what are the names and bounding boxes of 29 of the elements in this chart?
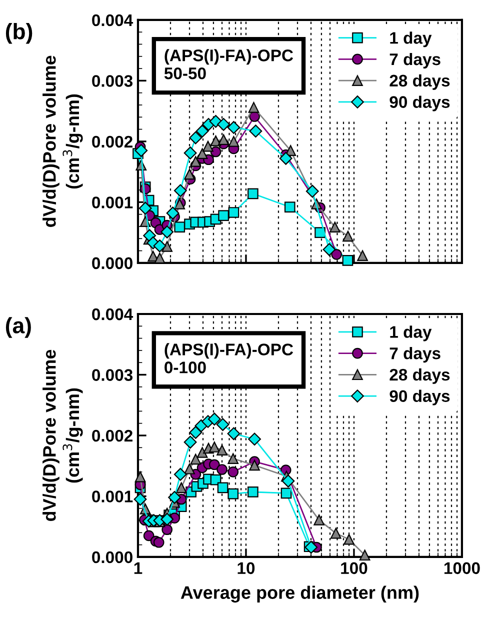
y-tick-label: 0.003 (92, 75, 133, 87)
legend-label: 1 day (390, 32, 432, 48)
chart-title: (a) (6, 317, 31, 338)
y-axis-title: dV/d(D)Pore volume (cm$^{3}$/g-nm) (42, 56, 83, 227)
legend-label: 28 days (390, 368, 450, 384)
y-tick-label: 0.004 (92, 14, 134, 26)
y-tick-label: 0.003 (92, 369, 133, 381)
y-tick-label: 0.000 (92, 257, 132, 270)
annotation: (APS(I)-FA)-OPC 50-50 (164, 49, 294, 80)
legend-label: 90 days (390, 390, 450, 406)
x-tick-label: 100 (341, 562, 368, 574)
x-axis-title: Average pore diameter (nm) (180, 586, 419, 603)
legend-label: 7 days (390, 347, 440, 363)
y-tick-label: 0.001 (92, 490, 133, 502)
y-tick-label: 0.002 (92, 430, 132, 442)
legend-label: 90 days (390, 96, 450, 112)
y-tick-label: 0.004 (92, 308, 134, 320)
y-tick-label: 0.001 (92, 196, 133, 208)
legend-label: 7 days (390, 52, 440, 69)
legend-label: 1 day (390, 326, 432, 342)
y-tick-label: 0.000 (92, 551, 132, 564)
y-axis-title: dV/d(D)Pore volume (cm$^{3}$/g-nm) (42, 350, 83, 522)
annotation: (APS(I)-FA)-OPC 0-100 (164, 343, 294, 374)
x-tick-label: 1000 (444, 562, 480, 574)
legend-label: 28 days (390, 74, 450, 90)
x-tick-label: 10 (238, 562, 255, 574)
y-tick-label: 0.002 (92, 136, 132, 148)
chart-title: (b) (6, 23, 32, 44)
x-tick-label: 1 (134, 562, 142, 574)
